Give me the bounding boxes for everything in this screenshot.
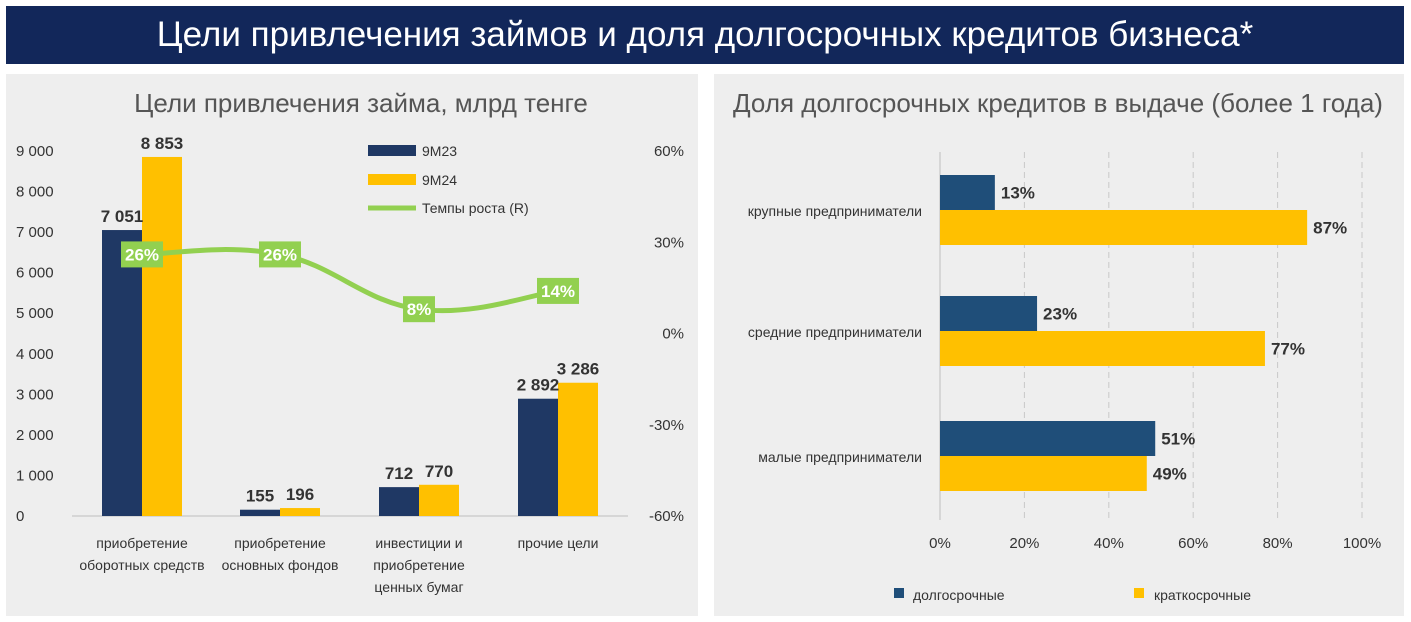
category-label: средние предприниматели — [748, 324, 922, 340]
category-label: инвестиции и приобретение ценных бумаг — [373, 535, 465, 595]
right-legend: долгосрочные краткосрочные — [894, 587, 1251, 603]
category-label-line: приобретение — [96, 535, 188, 551]
growth-rate-label-bg — [259, 241, 301, 268]
bar-9m24 — [558, 382, 598, 516]
legend-label-short-term: краткосрочные — [1154, 587, 1251, 603]
growth-rate-label-text: 26% — [263, 245, 297, 264]
left-chart-title: Цели привлечения займа, млрд тенге — [134, 88, 588, 118]
bar-value-label: 3 286 — [557, 360, 600, 379]
category-label: малые предприниматели — [758, 449, 922, 465]
left-legend: 9М23 9М24 Темпы роста (R) — [368, 143, 529, 216]
banner-title: Цели привлечения займов и доля долгосроч… — [156, 15, 1254, 54]
category-label-line: оборотных средств — [79, 557, 204, 573]
bar-short-term — [940, 331, 1265, 366]
growth-rate-label-bg — [121, 241, 163, 268]
category-label-line: приобретение — [373, 557, 465, 573]
bar-9m24 — [419, 484, 459, 516]
bar-short-term — [940, 210, 1308, 245]
growth-rate-line — [141, 247, 559, 314]
category-label-line: приобретение — [234, 535, 326, 551]
legend-label-growth: Темпы роста (R) — [422, 200, 529, 216]
y-tick-label: 3 000 — [16, 386, 54, 403]
bar-value-label: 87% — [1313, 219, 1347, 238]
growth-rate-label-text: 8% — [407, 300, 432, 319]
loan-purposes-panel: Цели привлечения займа, млрд тенге 0 1 00… — [6, 74, 698, 616]
y-tick-label: 5 000 — [16, 305, 54, 322]
category-label: крупные предприниматели — [748, 203, 922, 219]
bar-9m23 — [240, 509, 280, 516]
legend-label-long-term: долгосрочные — [913, 587, 1005, 603]
y-tick-label: 0 — [16, 508, 24, 525]
bar-9m23 — [379, 487, 419, 516]
growth-rate-label-text: 14% — [541, 282, 575, 301]
right-chart-title: Доля долгосрочных кредитов в выдаче (бол… — [733, 88, 1383, 118]
bar-value-label: 49% — [1153, 465, 1187, 484]
category-label-line: прочие цели — [518, 535, 599, 551]
y-tick-label: 9 000 — [16, 143, 54, 160]
growth-rate-label-bg — [537, 277, 579, 304]
category-label-line: ценных бумаг — [374, 579, 463, 595]
loan-purposes-chart: Цели привлечения займа, млрд тенге 0 1 00… — [16, 88, 684, 595]
growth-rate-label: 14% — [537, 277, 579, 304]
y2-tick-label: 60% — [654, 143, 684, 160]
legend-swatch-short-term — [1134, 588, 1144, 598]
y2-tick-label: -30% — [649, 417, 684, 434]
category-label-line: основных фондов — [222, 557, 339, 573]
category-label-line: инвестиции и — [375, 535, 462, 551]
bar-9m23 — [102, 230, 142, 516]
page-banner: Цели привлечения займов и доля долгосроч… — [6, 6, 1404, 64]
long-term-share-chart: Доля долгосрочных кредитов в выдаче (бол… — [733, 88, 1383, 603]
y-tick-label: 6 000 — [16, 265, 54, 282]
legend-swatch-9m24 — [368, 174, 416, 185]
bar-9m23 — [518, 398, 558, 516]
y2-tick-label: 30% — [654, 234, 684, 251]
bar-short-term — [940, 456, 1147, 491]
x-tick-label: 60% — [1178, 535, 1208, 552]
y-tick-label: 2 000 — [16, 427, 54, 444]
y-tick-label: 4 000 — [16, 346, 54, 363]
bar-value-label: 51% — [1161, 430, 1195, 449]
y-tick-label: 7 000 — [16, 224, 54, 241]
bar-value-label: 7 051 — [101, 207, 144, 226]
x-tick-label: 100% — [1343, 535, 1381, 552]
bar-value-label: 77% — [1271, 340, 1305, 359]
bar-value-label: 2 892 — [517, 376, 560, 395]
legend-label-9m23: 9М23 — [422, 143, 457, 159]
bar-value-label: 712 — [385, 464, 413, 483]
bar-9m24 — [280, 508, 320, 516]
bar-value-label: 155 — [246, 487, 274, 506]
y-tick-label: 8 000 — [16, 184, 54, 201]
category-label: приобретение основных фондов — [222, 535, 339, 573]
category-label: прочие цели — [518, 535, 599, 551]
category-label: приобретение оборотных средств — [79, 535, 204, 573]
legend-swatch-9m23 — [368, 145, 416, 156]
legend-label-9m24: 9М24 — [422, 172, 457, 188]
growth-rate-label: 26% — [259, 241, 301, 268]
bar-value-label: 8 853 — [141, 134, 184, 153]
growth-rate-label: 26% — [121, 241, 163, 268]
legend-swatch-long-term — [894, 588, 904, 598]
bar-value-label: 13% — [1001, 184, 1035, 203]
growth-rate-label: 8% — [403, 296, 435, 323]
bar-value-label: 23% — [1043, 305, 1077, 324]
growth-rate-label-bg — [403, 296, 435, 323]
bar-9m24 — [142, 156, 182, 516]
growth-rate-label-text: 26% — [125, 245, 159, 264]
bar-long-term — [940, 421, 1156, 456]
x-tick-label: 40% — [1094, 535, 1124, 552]
x-tick-label: 20% — [1009, 535, 1039, 552]
bar-value-label: 770 — [425, 462, 453, 481]
y-tick-label: 1 000 — [16, 467, 54, 484]
long-term-share-panel: Доля долгосрочных кредитов в выдаче (бол… — [714, 74, 1404, 616]
bar-long-term — [940, 175, 995, 210]
bar-value-label: 196 — [286, 485, 314, 504]
y2-tick-label: -60% — [649, 508, 684, 525]
x-tick-label: 0% — [929, 535, 951, 552]
y2-tick-label: 0% — [662, 326, 684, 343]
x-tick-label: 80% — [1263, 535, 1293, 552]
bar-long-term — [940, 296, 1038, 331]
